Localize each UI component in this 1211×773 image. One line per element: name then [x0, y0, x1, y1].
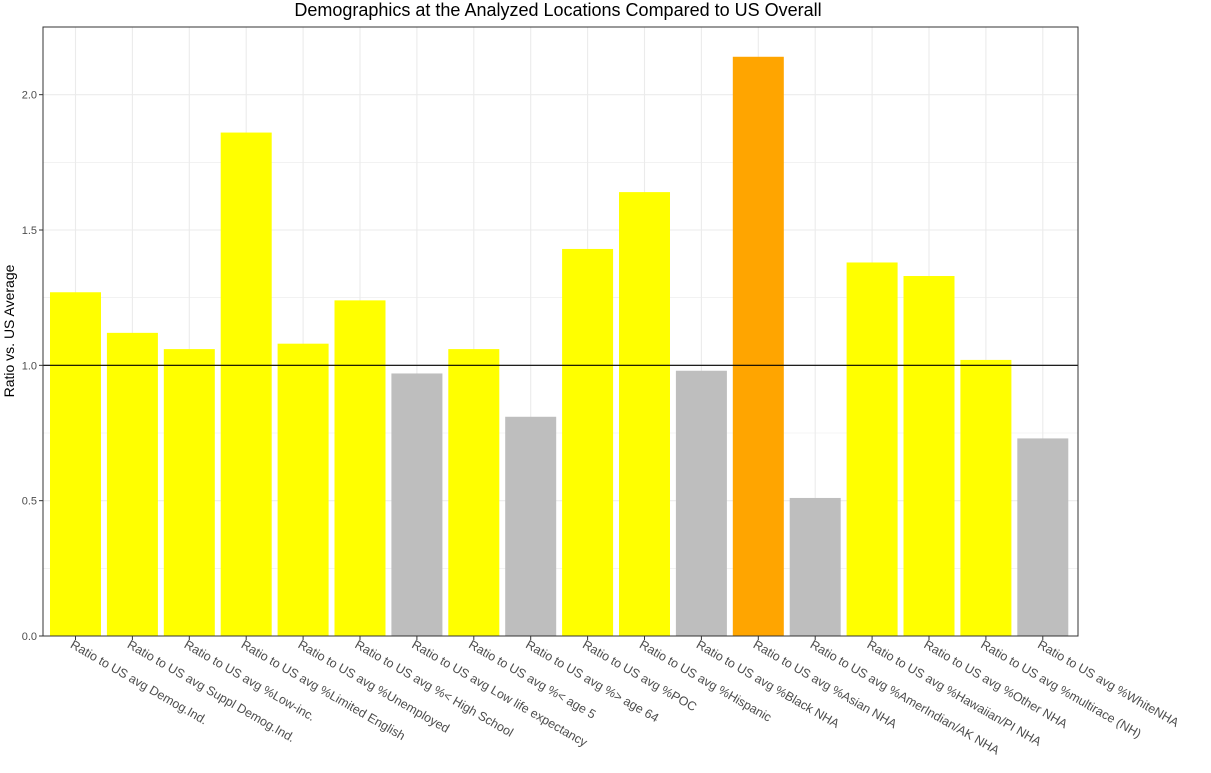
- bar: [277, 343, 329, 636]
- bar: [163, 349, 215, 636]
- bar: [732, 56, 784, 637]
- bar: [846, 262, 898, 636]
- x-axis: Ratio to US avg Demog.Ind.Ratio to US av…: [68, 636, 1182, 758]
- chart-title: Demographics at the Analyzed Locations C…: [294, 0, 821, 20]
- bar: [960, 359, 1012, 636]
- bar: [562, 248, 614, 637]
- bar: [505, 416, 557, 636]
- y-tick-label: 1.5: [22, 225, 37, 237]
- bar: [220, 132, 272, 636]
- y-tick-label: 0.0: [22, 631, 37, 643]
- bar: [675, 370, 727, 636]
- bar: [448, 349, 500, 636]
- bar: [903, 276, 955, 636]
- bar: [789, 497, 841, 636]
- bar: [1017, 438, 1069, 636]
- y-tick-label: 1.0: [22, 360, 37, 372]
- bar: [334, 300, 386, 636]
- y-axis-title: Ratio vs. US Average: [1, 264, 17, 397]
- y-tick-label: 0.5: [22, 496, 37, 508]
- bar: [391, 373, 443, 636]
- panel-border: [42, 26, 1079, 637]
- bar: [50, 292, 101, 636]
- bars: [50, 56, 1069, 637]
- y-axis: 0.0 0.5 1.0 1.5 2.0: [22, 90, 43, 643]
- bar: [619, 192, 670, 636]
- y-tick-label: 2.0: [22, 90, 37, 102]
- bar: [106, 332, 158, 636]
